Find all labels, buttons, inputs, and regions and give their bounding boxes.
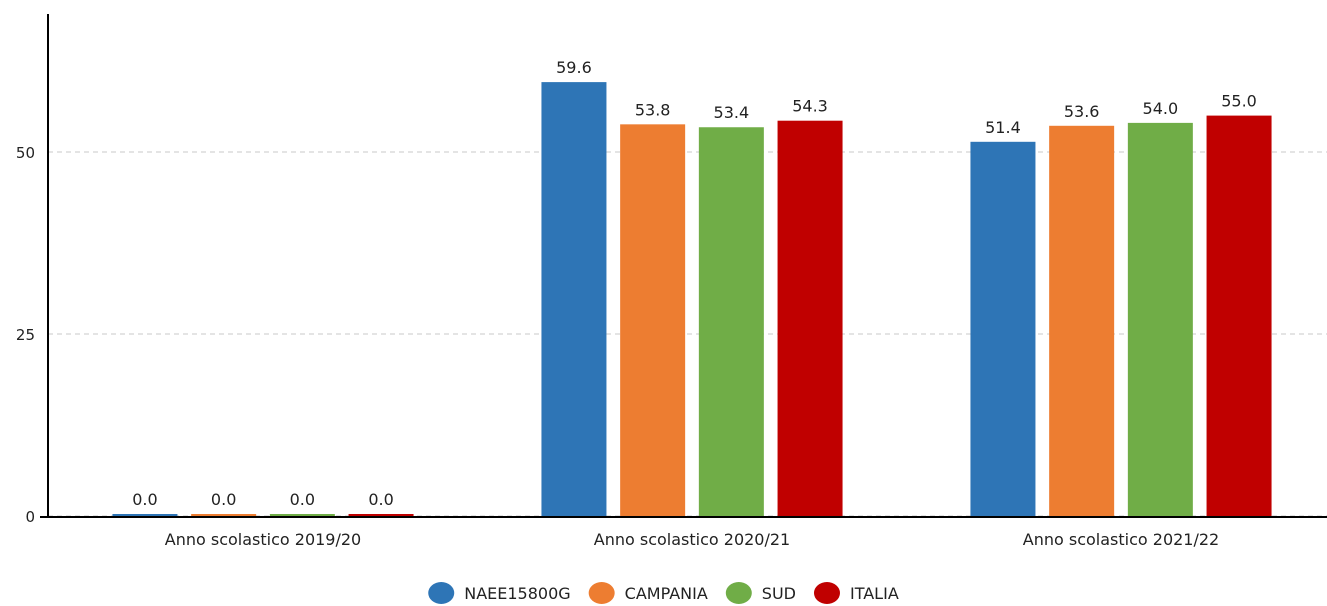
bar xyxy=(698,127,764,517)
legend-swatch xyxy=(428,582,455,604)
data-label: 51.4 xyxy=(985,118,1021,137)
bar xyxy=(777,120,843,517)
x-category-label: Anno scolastico 2019/20 xyxy=(165,530,361,549)
y-tick-label: 25 xyxy=(16,326,35,344)
data-label: 54.0 xyxy=(1143,99,1179,118)
bars xyxy=(112,82,1272,517)
legend-swatch xyxy=(588,582,615,604)
bar xyxy=(1049,125,1115,517)
legend-label: NAEE15800G xyxy=(464,584,570,603)
axes xyxy=(40,14,1327,518)
y-tick-label: 50 xyxy=(16,144,35,162)
data-label: 53.6 xyxy=(1064,102,1100,121)
bar xyxy=(348,514,414,516)
bar xyxy=(541,82,607,516)
x-category-label: Anno scolastico 2020/21 xyxy=(594,530,790,549)
data-label: 53.4 xyxy=(714,103,750,122)
data-label: 55.0 xyxy=(1221,92,1257,111)
bar xyxy=(620,124,686,516)
y-axis-ticks: 0 25 50 xyxy=(16,144,35,526)
data-label: 53.8 xyxy=(635,100,671,119)
legend-swatch xyxy=(813,582,840,604)
bar xyxy=(269,514,335,516)
bar xyxy=(1206,115,1272,516)
data-label: 54.3 xyxy=(792,97,828,116)
legend-swatch xyxy=(725,582,752,604)
bar xyxy=(970,141,1036,517)
legend-label: SUD xyxy=(762,584,796,603)
data-label: 59.6 xyxy=(556,58,592,77)
data-label: 0.0 xyxy=(368,490,393,509)
bar xyxy=(191,514,257,516)
legend: NAEE15800G CAMPANIA SUD ITALIA xyxy=(428,582,899,604)
data-label: 0.0 xyxy=(211,490,236,509)
y-tick-label: 0 xyxy=(25,508,35,526)
data-label: 0.0 xyxy=(132,490,157,509)
data-label: 0.0 xyxy=(290,490,315,509)
bar xyxy=(112,514,178,516)
bar xyxy=(1127,122,1193,516)
x-axis-categories: Anno scolastico 2019/20 Anno scolastico 2… xyxy=(165,530,1219,549)
legend-label: ITALIA xyxy=(850,584,899,603)
x-category-label: Anno scolastico 2021/22 xyxy=(1023,530,1219,549)
data-labels: 0.0 59.6 51.4 0.0 53.8 53.6 0.0 53.4 54.0 0.0 54.3… xyxy=(132,58,1257,509)
legend-label: CAMPANIA xyxy=(625,584,708,603)
